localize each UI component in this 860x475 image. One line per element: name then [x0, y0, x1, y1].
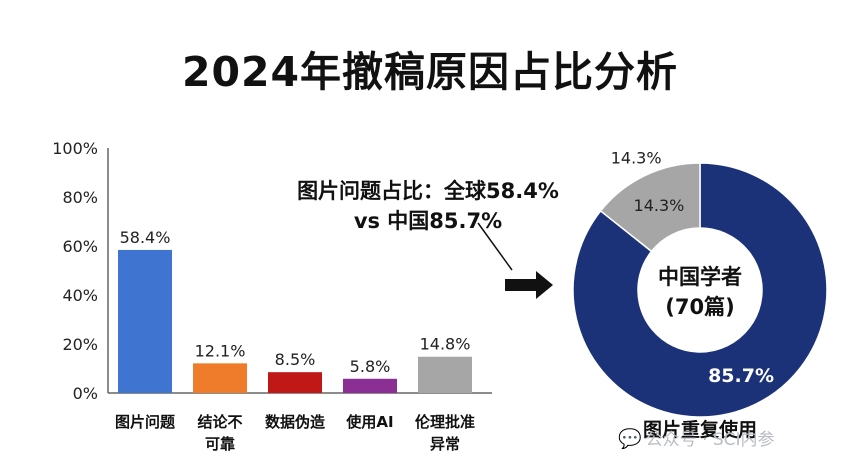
annotation-connector — [477, 222, 513, 271]
bar-value-label: 12.1% — [195, 341, 246, 360]
bar-value-label: 8.5% — [275, 350, 316, 369]
x-category-label: 可靠 — [205, 435, 235, 453]
annotation-line-1: 图片问题占比：全球58.4% — [297, 179, 559, 203]
x-category-label: 伦理批准 — [415, 413, 475, 431]
annotation-text: 图片问题占比：全球58.4% vs 中国85.7% — [288, 176, 568, 236]
wechat-icon: 💬 — [618, 428, 642, 450]
donut-slice — [599, 162, 701, 253]
donut-center-label: 中国学者 — [658, 265, 742, 289]
y-tick-label: 0% — [73, 384, 98, 403]
slice-label: 85.7% — [708, 365, 774, 387]
donut-title: 图片重复使用 — [643, 418, 757, 441]
y-tick-label: 60% — [62, 237, 98, 256]
bar-value-label: 58.4% — [120, 228, 171, 247]
watermark-text: 公众号 · SCI内参 — [645, 430, 775, 450]
x-category-label: 结论不 — [197, 413, 242, 431]
slice-label: 14.3% — [634, 196, 685, 215]
bar — [268, 372, 322, 393]
watermark: 💬 公众号 · SCI内参 — [618, 425, 775, 450]
y-tick-label: 40% — [62, 286, 98, 305]
bar — [118, 249, 172, 393]
donut-center-label: (70篇) — [665, 295, 734, 319]
y-tick-label: 80% — [62, 188, 98, 207]
bar-value-label: 14.8% — [420, 335, 471, 354]
x-category-label: 使用AI — [345, 413, 393, 431]
bar — [193, 363, 247, 393]
arrow-icon — [505, 271, 553, 299]
y-tick-label: 100% — [52, 139, 98, 158]
donut-slice — [572, 162, 828, 418]
bar — [343, 378, 397, 393]
x-category-label: 异常 — [430, 435, 460, 453]
annotation-line-2: vs 中国85.7% — [353, 209, 503, 233]
bar-value-label: 5.8% — [350, 357, 391, 376]
bar — [418, 356, 472, 393]
chart-title: 2024年撤稿原因占比分析 — [181, 48, 679, 96]
x-category-label: 图片问题 — [115, 413, 176, 431]
y-tick-label: 20% — [62, 335, 98, 354]
slice-outer-label: 14.3% — [611, 149, 662, 168]
x-category-label: 数据伪造 — [265, 413, 325, 431]
